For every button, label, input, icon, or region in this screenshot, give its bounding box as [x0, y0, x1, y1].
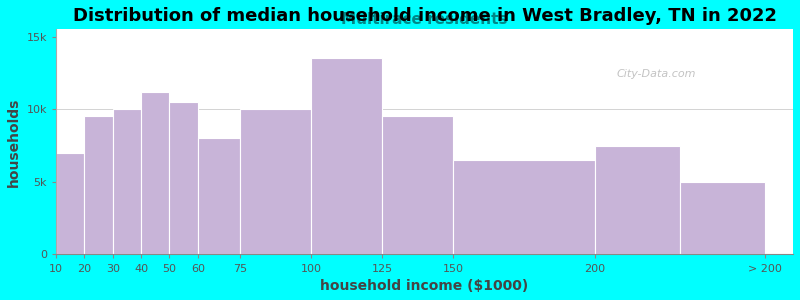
Bar — [141, 92, 170, 254]
Text: Multirace residents: Multirace residents — [342, 12, 508, 27]
Title: Distribution of median household income in West Bradley, TN in 2022: Distribution of median household income … — [73, 7, 777, 25]
Bar — [680, 182, 765, 254]
Bar — [170, 102, 198, 254]
X-axis label: household income ($1000): household income ($1000) — [321, 279, 529, 293]
Bar — [594, 146, 680, 254]
Bar — [198, 138, 240, 254]
Bar — [113, 109, 141, 254]
Y-axis label: households: households — [7, 97, 21, 187]
Bar — [382, 116, 453, 254]
Bar — [84, 116, 113, 254]
Bar — [453, 160, 594, 254]
Bar — [311, 58, 382, 254]
Text: City-Data.com: City-Data.com — [616, 69, 696, 79]
Bar — [240, 109, 311, 254]
Bar — [56, 153, 84, 254]
